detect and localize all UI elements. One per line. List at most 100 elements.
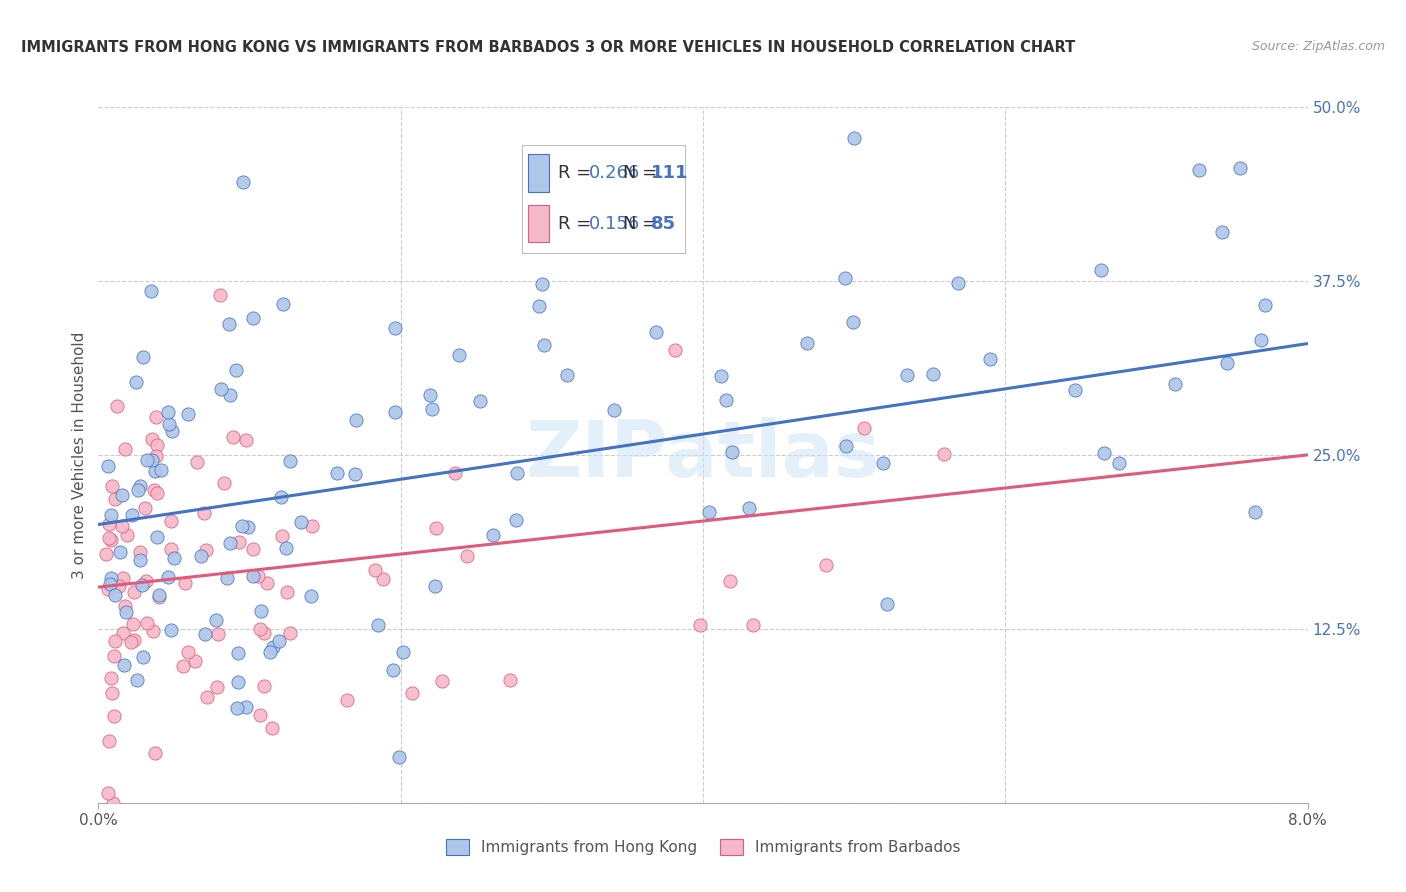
Point bbox=[555, 368, 578, 382]
Point bbox=[218, 317, 240, 331]
Point bbox=[456, 549, 478, 564]
Point bbox=[1064, 384, 1087, 398]
Point bbox=[921, 367, 943, 381]
Point bbox=[157, 417, 180, 432]
Point bbox=[129, 478, 152, 492]
Point bbox=[344, 413, 367, 427]
Point bbox=[814, 558, 837, 572]
Point bbox=[149, 463, 172, 477]
Y-axis label: 3 or more Vehicles in Household: 3 or more Vehicles in Household bbox=[72, 331, 87, 579]
Point bbox=[186, 455, 208, 469]
Point bbox=[97, 786, 120, 800]
Legend: Immigrants from Hong Kong, Immigrants from Barbados: Immigrants from Hong Kong, Immigrants fr… bbox=[440, 833, 966, 862]
Point bbox=[979, 352, 1001, 367]
Point bbox=[131, 578, 153, 592]
Text: R =: R = bbox=[558, 164, 596, 182]
Point bbox=[205, 680, 228, 694]
Point bbox=[249, 622, 271, 636]
Point bbox=[194, 543, 217, 558]
Point bbox=[117, 528, 139, 542]
Point bbox=[1108, 456, 1130, 470]
Point bbox=[104, 633, 127, 648]
Point bbox=[101, 796, 124, 810]
Point bbox=[100, 508, 122, 523]
Point bbox=[219, 536, 242, 550]
Point bbox=[162, 424, 184, 438]
Point bbox=[141, 432, 163, 446]
Point bbox=[420, 401, 443, 416]
Point bbox=[274, 541, 297, 556]
Point bbox=[253, 625, 276, 640]
Point bbox=[156, 405, 179, 419]
Point bbox=[146, 530, 169, 544]
Point bbox=[876, 597, 898, 611]
Point bbox=[108, 579, 131, 593]
Point bbox=[235, 433, 257, 447]
Point bbox=[145, 410, 167, 425]
Point bbox=[112, 626, 135, 640]
Point bbox=[247, 569, 270, 583]
Point bbox=[425, 521, 447, 535]
Point bbox=[103, 492, 125, 507]
Point bbox=[276, 584, 298, 599]
Point bbox=[129, 545, 152, 559]
Point bbox=[842, 315, 865, 329]
Point bbox=[141, 452, 163, 467]
Point bbox=[835, 439, 858, 453]
Point bbox=[533, 338, 555, 352]
Point bbox=[96, 547, 118, 561]
Point bbox=[125, 376, 148, 390]
Point bbox=[506, 466, 529, 480]
Point bbox=[834, 271, 856, 285]
Point bbox=[364, 563, 387, 577]
Point bbox=[301, 518, 323, 533]
Point bbox=[125, 673, 148, 688]
Text: 0.266: 0.266 bbox=[589, 164, 640, 182]
Point bbox=[853, 421, 876, 435]
Point bbox=[336, 693, 359, 707]
Point bbox=[228, 535, 250, 549]
Point bbox=[120, 635, 142, 649]
Point bbox=[270, 529, 292, 543]
Text: ZIPatlas: ZIPatlas bbox=[526, 417, 880, 493]
Point bbox=[141, 284, 163, 298]
Point bbox=[159, 542, 181, 557]
Point bbox=[444, 466, 467, 480]
Point bbox=[100, 686, 122, 700]
Point bbox=[97, 733, 120, 747]
Point bbox=[207, 627, 229, 641]
Point bbox=[1187, 162, 1209, 177]
Point bbox=[259, 645, 281, 659]
Point bbox=[160, 514, 183, 528]
Point bbox=[253, 679, 276, 693]
Point bbox=[738, 501, 761, 516]
Bar bbox=[529, 204, 550, 243]
Point bbox=[134, 500, 156, 515]
Point bbox=[796, 336, 818, 351]
Point bbox=[714, 393, 737, 408]
Point bbox=[371, 573, 394, 587]
Point bbox=[208, 288, 231, 302]
Text: N =: N = bbox=[623, 164, 664, 182]
Point bbox=[468, 394, 491, 409]
Point bbox=[238, 520, 260, 534]
Point bbox=[190, 549, 212, 563]
Point bbox=[271, 297, 294, 311]
Point bbox=[103, 648, 125, 663]
Point bbox=[741, 618, 763, 632]
Point bbox=[114, 606, 136, 620]
Point bbox=[242, 311, 264, 326]
Point bbox=[97, 582, 120, 596]
Point bbox=[262, 640, 284, 654]
Point bbox=[148, 591, 170, 605]
Point bbox=[530, 277, 553, 292]
Point bbox=[135, 452, 157, 467]
Point bbox=[718, 574, 741, 588]
Text: R =: R = bbox=[558, 215, 596, 233]
Point bbox=[242, 541, 264, 556]
Point bbox=[111, 488, 134, 502]
Point bbox=[278, 453, 301, 467]
Point bbox=[872, 456, 894, 470]
Bar bbox=[529, 154, 550, 192]
Point bbox=[932, 447, 955, 461]
